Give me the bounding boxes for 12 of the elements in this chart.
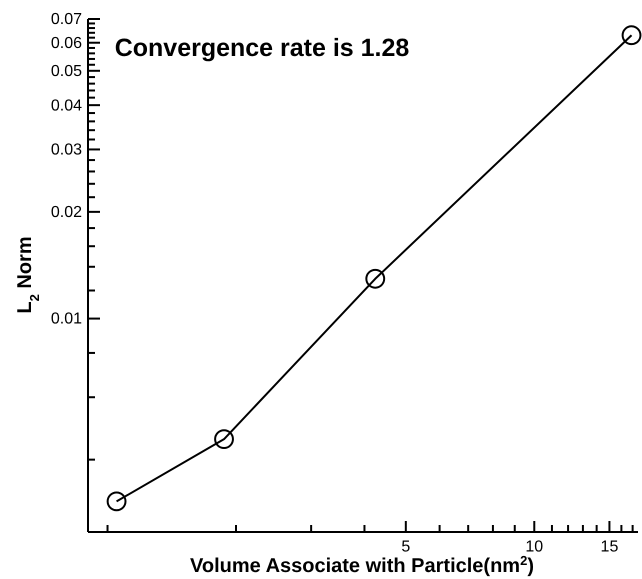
y-tick-label: 0.06 (50, 34, 82, 52)
x-axis-title: Volume Associate with Particle(nm$^{2}$) (190, 552, 534, 577)
text: Convergence rate is 1.28 (114, 34, 410, 62)
y-tick-label: 0.01 (50, 310, 82, 328)
y-tick-label: 0.04 (50, 97, 82, 114)
y-tick-label: 0.07 (50, 11, 82, 28)
x-tick-label: 5 (401, 538, 410, 556)
y-tick-label: 0.02 (50, 204, 82, 221)
x-tick-label: 10 (525, 538, 544, 556)
y-tick-label: 0.05 (50, 62, 82, 80)
y-tick-label: 0.03 (50, 142, 82, 159)
x-tick-label: 15 (600, 538, 618, 556)
